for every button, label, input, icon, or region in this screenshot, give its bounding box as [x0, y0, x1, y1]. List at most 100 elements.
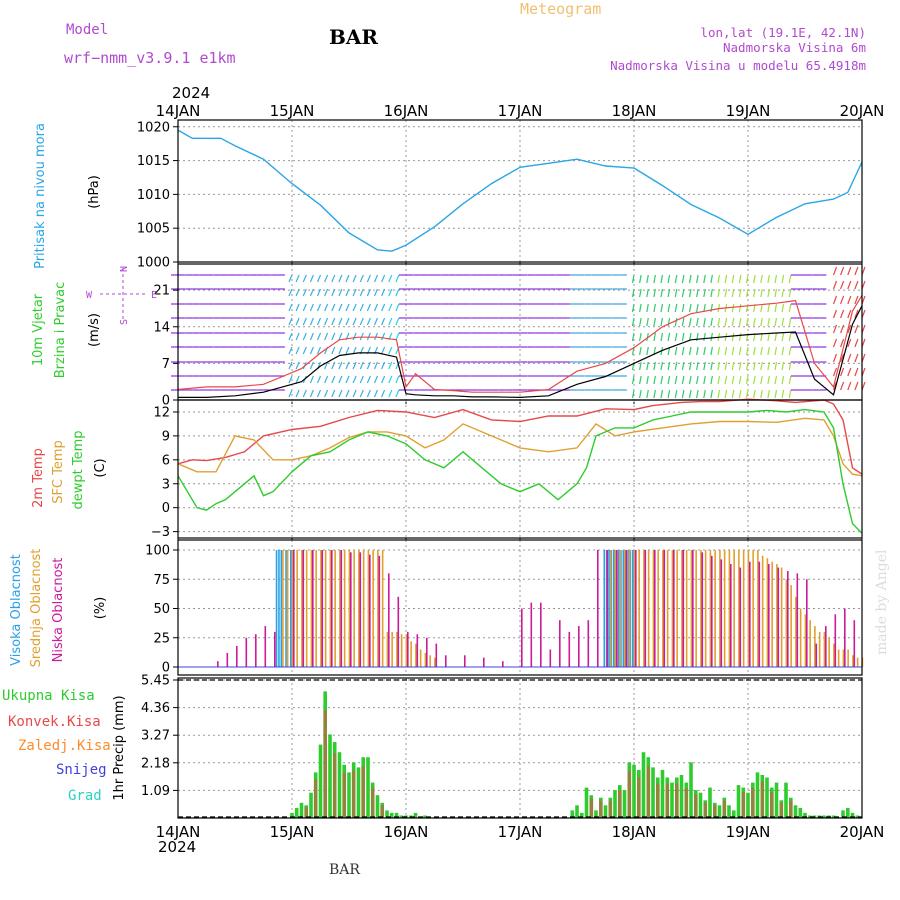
wind-barb [381, 346, 386, 355]
wind-barb [832, 309, 838, 319]
wind-barb [781, 346, 785, 356]
cloud-ytick-label: 100 [145, 544, 170, 559]
cloud-ytick-label: 50 [153, 602, 170, 617]
wind-barb [696, 303, 699, 313]
wind-barb [324, 288, 329, 297]
conv-precip-bar [618, 790, 622, 818]
wind-barb [646, 389, 649, 399]
wind-barb [653, 332, 656, 342]
wind-barb [646, 274, 649, 284]
wind-barb [847, 324, 852, 334]
wind-barb [302, 274, 307, 283]
wind-barb [388, 303, 393, 312]
wind-barb [359, 274, 364, 283]
wind-barb [767, 274, 770, 284]
wind-barb [639, 361, 642, 371]
wind-barb [731, 303, 735, 313]
wind-barb [767, 317, 770, 327]
wind-barb [774, 288, 778, 298]
total-precip-bar [798, 807, 803, 818]
wind-barb [653, 303, 656, 313]
wind-barb [774, 375, 778, 385]
bottom-date-axis: 14JAN 15JAN 16JAN 17JAN 18JAN 19JAN 20JAN [156, 823, 885, 841]
total-precip-bar [632, 764, 636, 818]
wind-barb [381, 303, 386, 312]
wind-barb [373, 303, 379, 312]
cloud-ytick-label: 0 [162, 661, 170, 676]
wind-barb [288, 332, 293, 341]
wind-barb [832, 324, 838, 334]
temp-ylabel-dewpt: dewpt Temp [71, 430, 86, 509]
bottom-date-label: 17JAN [498, 823, 543, 841]
wind-barb [359, 303, 364, 312]
legend-snow: Snijeg [56, 762, 107, 778]
wind-barb [388, 274, 393, 283]
wind-barb [352, 303, 357, 312]
wind-barb [688, 288, 692, 298]
wind-barb [760, 375, 763, 385]
wind-barb [847, 381, 852, 391]
wind-barb [359, 332, 364, 341]
temp-border [177, 399, 863, 539]
total-precip-bar [822, 815, 826, 818]
wind-barb [352, 288, 357, 297]
cloud-unit: (%) [93, 597, 108, 620]
wind-barb [331, 274, 336, 283]
wind-barb [847, 309, 852, 319]
pressure-unit: (hPa) [87, 175, 102, 209]
wind-barb [646, 346, 649, 356]
wind-barb [381, 274, 386, 283]
wind-barb [373, 389, 379, 398]
wind-barb [352, 375, 357, 384]
wind-barb [788, 317, 792, 327]
wind-barb [288, 288, 293, 297]
conv-precip-bar [637, 777, 641, 818]
pressure-ytick-label: 1000 [137, 256, 170, 271]
wind-barb [710, 288, 713, 298]
total-precip-bar [841, 810, 845, 818]
wind-barb [639, 317, 642, 327]
bottom-date-label: 16JAN [384, 823, 429, 841]
total-precip-bar [328, 734, 332, 818]
wind-barb [631, 317, 635, 327]
wind-barb [309, 389, 314, 398]
wind-barb [760, 346, 763, 356]
wind-barb [788, 375, 792, 385]
wind-barb [295, 288, 300, 297]
total-precip-bar [784, 782, 788, 818]
wind-barb [345, 389, 350, 398]
wind-barb [324, 375, 329, 384]
wind-barb [767, 303, 770, 313]
wind-barb [710, 317, 713, 327]
wind-ytick-label: 14 [153, 320, 170, 335]
wind-barb [359, 317, 364, 326]
wind-barb [724, 361, 728, 371]
t2m-line [177, 398, 863, 475]
wind-barb [295, 346, 300, 355]
wind-barb [674, 361, 678, 371]
wind-barb [338, 361, 343, 370]
wind-barb [667, 288, 671, 298]
wind-barb [710, 361, 713, 371]
legend-hail: Grad [68, 788, 102, 804]
wind-barb [681, 389, 685, 399]
total-precip-bar [708, 787, 712, 818]
wind-barb [316, 332, 322, 341]
temp-ytick-label: −3 [151, 525, 170, 540]
total-precip-bar [423, 815, 427, 818]
wind-barb [639, 303, 642, 313]
wind-barb [309, 317, 314, 326]
wind-barb [309, 303, 314, 312]
wind-speed-line [178, 305, 863, 399]
wind-barb [724, 274, 728, 284]
compass-north: N [119, 266, 130, 272]
wind-barb [324, 274, 329, 283]
compass-south: S [119, 319, 130, 325]
total-precip-bar [389, 812, 394, 818]
wind-barb [724, 317, 728, 327]
total-precip-bar [679, 775, 684, 818]
precip-ytick-label: 5.45 [141, 674, 170, 689]
wind-barb [388, 389, 393, 398]
wind-barb [338, 332, 343, 341]
